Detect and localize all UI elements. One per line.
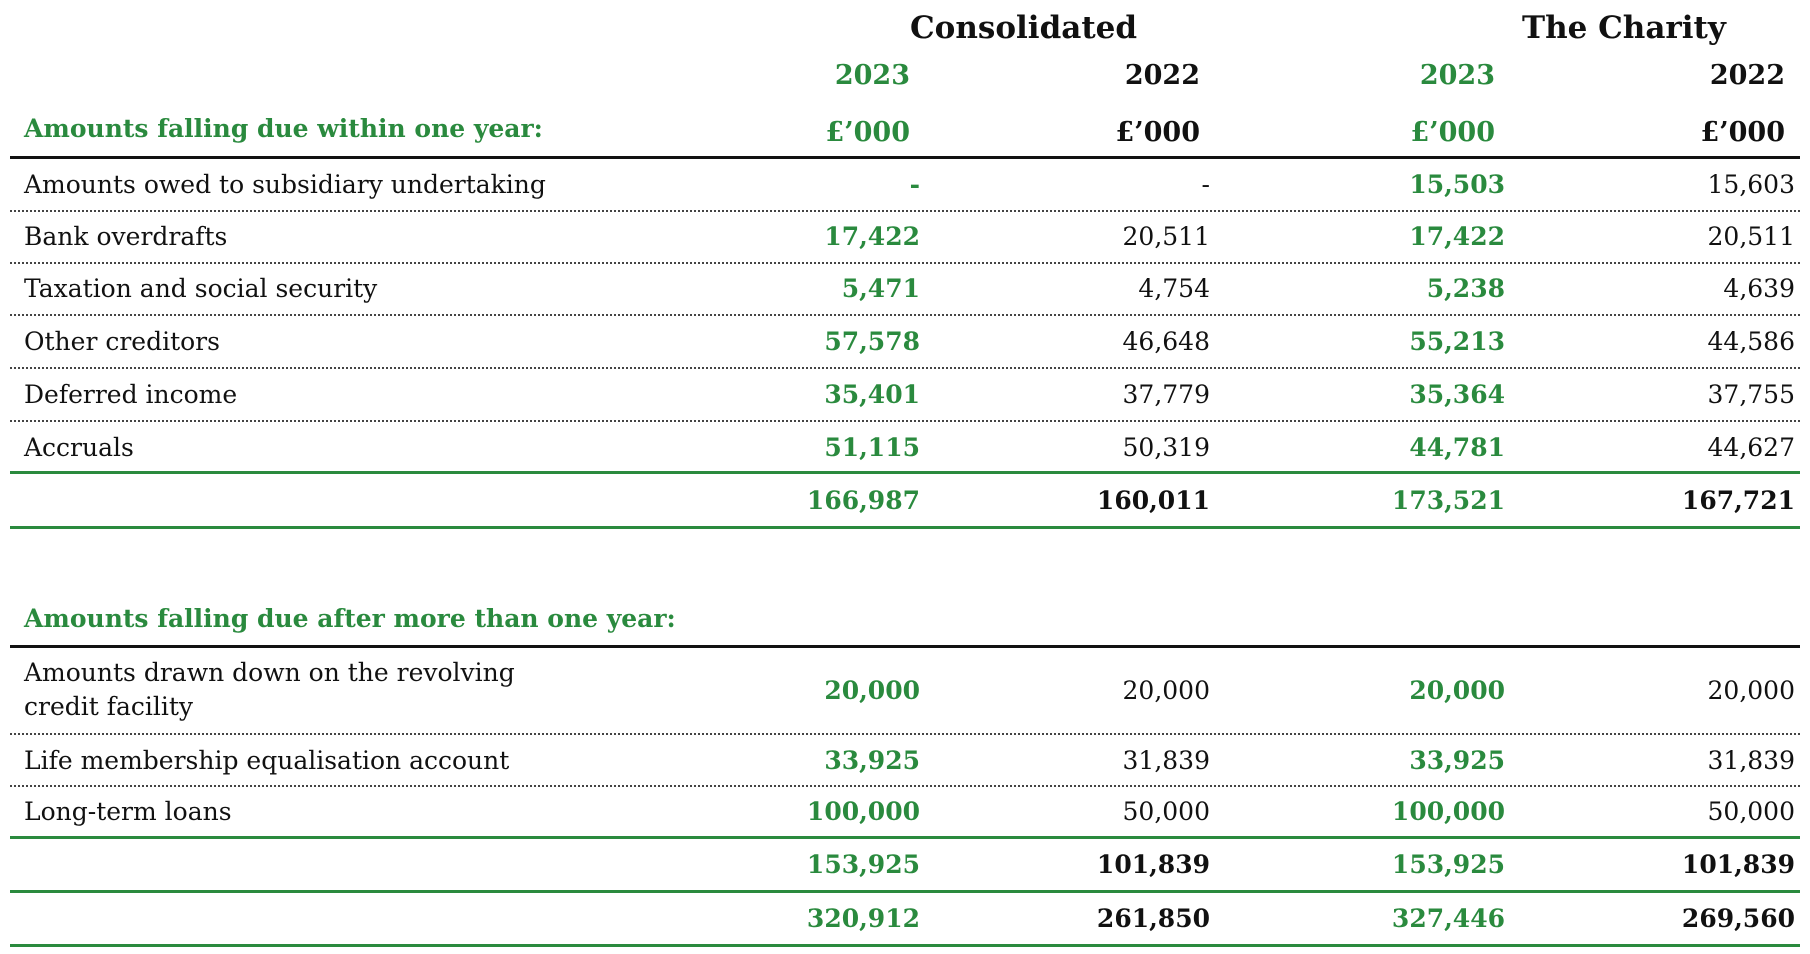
cell-consolidated-2022: -: [1201, 170, 1210, 199]
row-label: Amounts owed to subsidiary undertaking: [24, 170, 546, 199]
cell-charity-2022: 44,627: [1707, 433, 1795, 462]
total-consolidated-2022: 160,011: [1096, 486, 1210, 515]
total-consolidated-2022: 101,839: [1096, 850, 1210, 879]
cell-charity-2023: 100,000: [1391, 797, 1505, 826]
subtotal-rule-top: [10, 836, 1800, 839]
row-divider: [10, 314, 1800, 316]
total-charity-2022: 167,721: [1681, 486, 1795, 515]
year-header-charity-2022: 2022: [1709, 60, 1785, 91]
cell-charity-2023: 15,503: [1409, 170, 1505, 199]
charity-heading: The Charity: [1522, 10, 1726, 46]
row-divider: [10, 367, 1800, 369]
cell-consolidated-2023: 57,578: [824, 327, 920, 356]
row-divider: [10, 210, 1800, 212]
cell-consolidated-2022: 20,511: [1122, 222, 1210, 251]
row-label: Taxation and social security: [24, 274, 378, 303]
row-label: Long-term loans: [24, 797, 232, 826]
subtotal-rule-bottom: [10, 526, 1800, 529]
cell-charity-2022: 37,755: [1707, 380, 1795, 409]
year-header-consolidated-2022: 2022: [1124, 60, 1200, 91]
row-divider: [10, 262, 1800, 264]
total-consolidated-2023: 166,987: [806, 486, 920, 515]
row-label: Accruals: [24, 433, 134, 462]
row-label: Life membership equalisation account: [24, 746, 510, 775]
row-divider: [10, 420, 1800, 422]
unit-header-consolidated-2023: £’000: [825, 117, 910, 148]
row-divider: [10, 733, 1800, 735]
cell-charity-2023: 20,000: [1409, 676, 1505, 705]
cell-consolidated-2023: 100,000: [806, 797, 920, 826]
unit-header-charity-2022: £’000: [1700, 117, 1785, 148]
cell-consolidated-2023: 20,000: [824, 676, 920, 705]
cell-consolidated-2023: 17,422: [824, 222, 920, 251]
cell-consolidated-2023: 35,401: [824, 380, 920, 409]
cell-consolidated-2022: 46,648: [1122, 327, 1210, 356]
cell-consolidated-2022: 50,000: [1122, 797, 1210, 826]
row-label: Amounts drawn down on the revolving cred…: [24, 658, 515, 721]
total-charity-2022: 101,839: [1681, 850, 1795, 879]
cell-charity-2022: 50,000: [1707, 797, 1795, 826]
total-consolidated-2023: 153,925: [806, 850, 920, 879]
consolidated-heading: Consolidated: [910, 10, 1138, 46]
cell-charity-2022: 44,586: [1707, 327, 1795, 356]
row-label: Bank overdrafts: [24, 222, 228, 251]
unit-header-consolidated-2022: £’000: [1115, 117, 1200, 148]
cell-consolidated-2022: 37,779: [1122, 380, 1210, 409]
total-charity-2023: 153,925: [1391, 850, 1505, 879]
cell-charity-2023: 33,925: [1409, 746, 1505, 775]
section-title-within-one-year: Amounts falling due within one year:: [24, 114, 543, 143]
cell-charity-2022: 20,000: [1707, 676, 1795, 705]
table-row: Amounts drawn down on the revolving cred…: [10, 656, 1800, 726]
row-label: Other creditors: [24, 327, 220, 356]
cell-consolidated-2022: 20,000: [1122, 676, 1210, 705]
grand-total-consolidated-2023: 320,912: [806, 904, 920, 933]
total-charity-2023: 173,521: [1391, 486, 1505, 515]
cell-charity-2022: 15,603: [1707, 170, 1795, 199]
cell-consolidated-2023: 51,115: [824, 433, 920, 462]
cell-consolidated-2023: -: [909, 170, 920, 199]
cell-consolidated-2023: 5,471: [841, 274, 920, 303]
cell-charity-2022: 4,639: [1723, 274, 1795, 303]
cell-consolidated-2022: 50,319: [1122, 433, 1210, 462]
header-rule: [10, 156, 1800, 159]
cell-charity-2023: 44,781: [1409, 433, 1505, 462]
grand-total-rule: [10, 944, 1800, 947]
cell-consolidated-2023: 33,925: [824, 746, 920, 775]
subtotal-rule-bottom: [10, 890, 1800, 893]
year-header-consolidated-2023: 2023: [834, 60, 910, 91]
grand-total-consolidated-2022: 261,850: [1096, 904, 1210, 933]
unit-header-charity-2023: £’000: [1410, 117, 1495, 148]
cell-charity-2022: 31,839: [1707, 746, 1795, 775]
cell-charity-2023: 17,422: [1409, 222, 1505, 251]
subtotal-rule-top: [10, 471, 1800, 474]
section-rule: [10, 645, 1800, 648]
row-label: Deferred income: [24, 380, 238, 409]
grand-total-charity-2022: 269,560: [1681, 904, 1795, 933]
section-title-after-one-year: Amounts falling due after more than one …: [24, 604, 676, 633]
cell-charity-2023: 35,364: [1409, 380, 1505, 409]
cell-consolidated-2022: 31,839: [1122, 746, 1210, 775]
cell-charity-2023: 55,213: [1409, 327, 1505, 356]
grand-total-charity-2023: 327,446: [1391, 904, 1505, 933]
cell-charity-2022: 20,511: [1707, 222, 1795, 251]
cell-consolidated-2022: 4,754: [1138, 274, 1210, 303]
row-divider: [10, 785, 1800, 787]
year-header-charity-2023: 2023: [1419, 60, 1495, 91]
cell-charity-2023: 5,238: [1426, 274, 1505, 303]
